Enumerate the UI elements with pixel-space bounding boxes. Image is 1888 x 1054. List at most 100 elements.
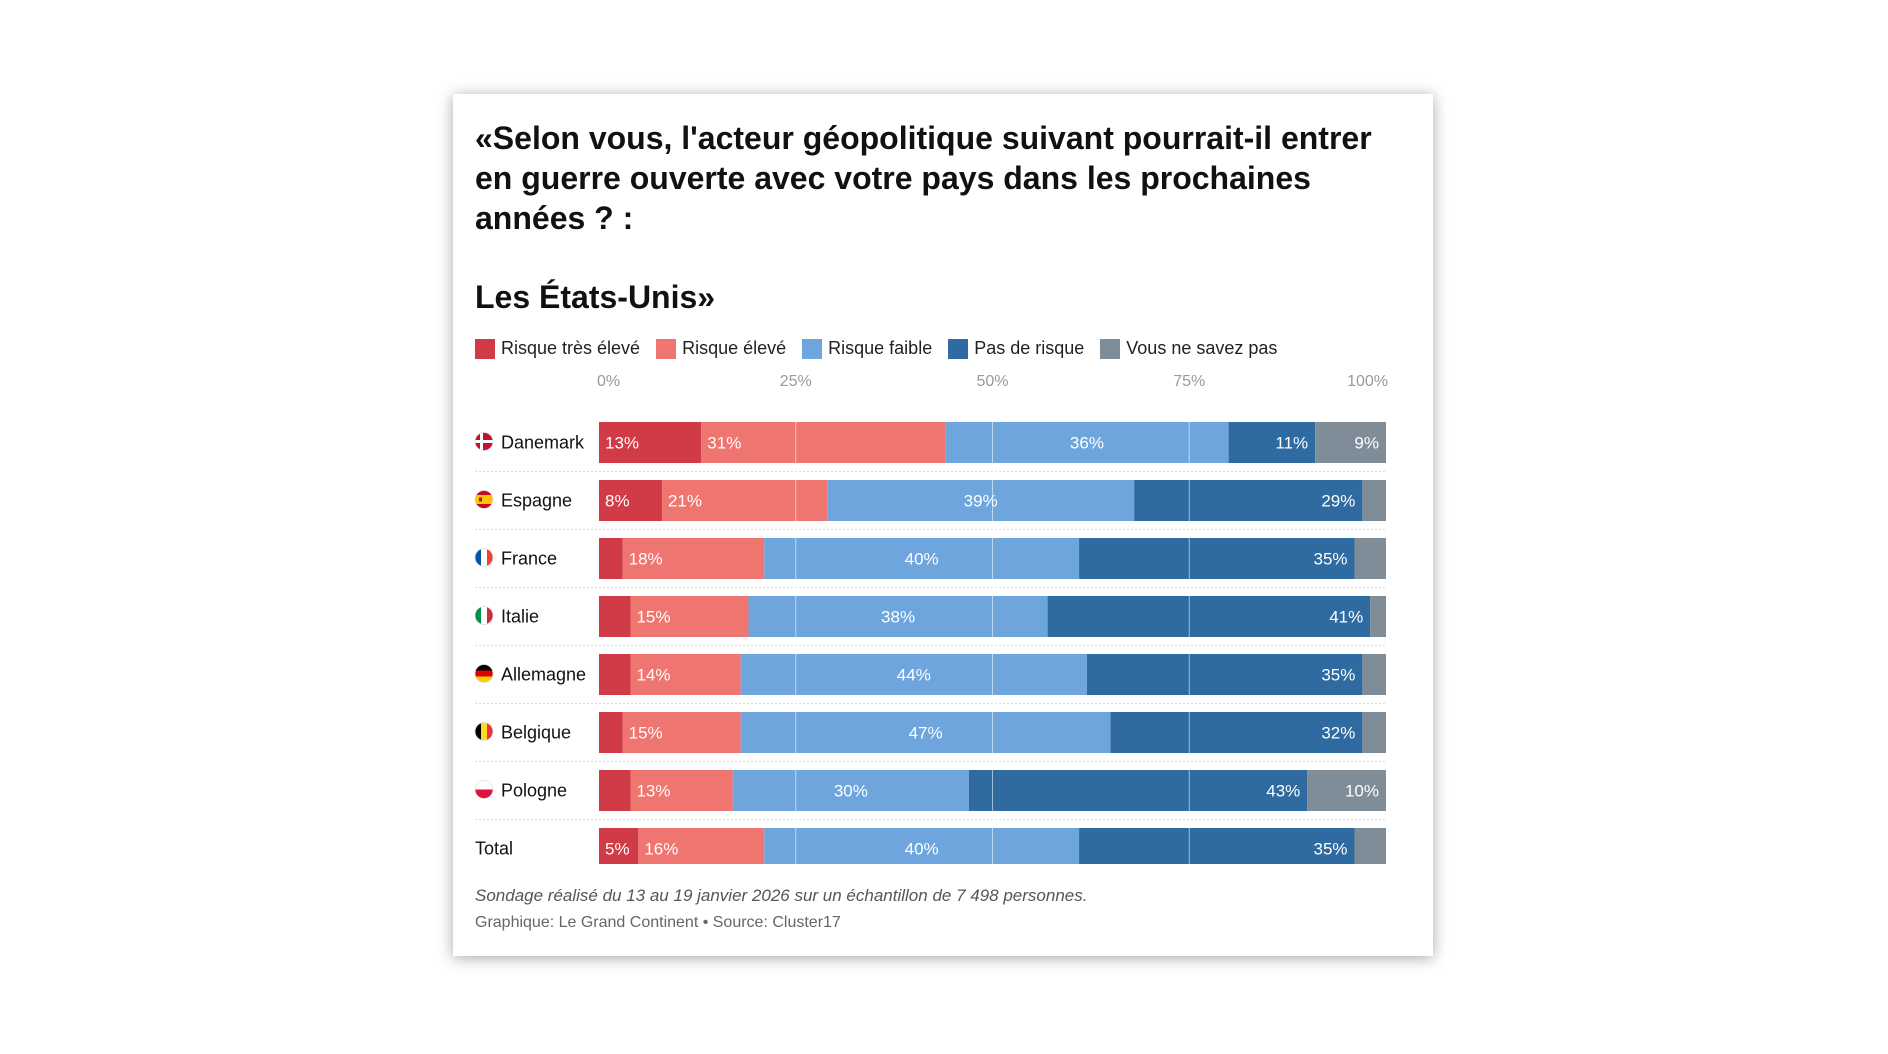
chart-subtitle: Les États-Unis» [475, 279, 716, 315]
bar-segment [630, 654, 741, 695]
bar-segment [599, 770, 631, 811]
bar-segment [1362, 654, 1386, 695]
data-label: 18% [629, 550, 663, 569]
fr-flag-icon [475, 548, 493, 567]
it-flag-icon [475, 606, 493, 625]
legend-label: Vous ne savez pas [1126, 338, 1278, 358]
bar-segment [599, 654, 631, 695]
legend-label: Pas de risque [974, 338, 1085, 358]
es-flag-icon [475, 490, 493, 509]
bar-segment [599, 596, 631, 637]
bar-segment [661, 480, 828, 521]
bar-segment [599, 422, 702, 463]
bar-segment [827, 480, 1135, 521]
data-label: 9% [1354, 434, 1379, 453]
legend-swatch [802, 338, 823, 359]
category-label: Espagne [501, 491, 572, 511]
data-label: 15% [636, 608, 670, 627]
data-label: 36% [1070, 434, 1104, 453]
bar-segment [599, 538, 623, 579]
bar-segment [1315, 422, 1386, 463]
bar-row: Italie 15% 38% 41% [474, 596, 1386, 646]
be-flag-icon [475, 722, 493, 741]
data-label: 35% [1313, 550, 1347, 569]
pl-flag-icon [475, 780, 493, 799]
survey-note: Sondage réalisé du 13 au 19 janvier 2026… [475, 886, 1088, 905]
bar-segment [1362, 480, 1386, 521]
category-label: Italie [501, 607, 539, 627]
bar-segment [1079, 538, 1355, 579]
bar-segment [638, 828, 765, 864]
data-label: 30% [834, 782, 868, 801]
bar-segment [1086, 654, 1363, 695]
data-label: 40% [905, 840, 939, 859]
bar-segment [1047, 596, 1371, 637]
data-label: 16% [644, 840, 678, 859]
dk-flag-icon [475, 432, 493, 451]
bar-segment [764, 828, 1080, 864]
data-label: 13% [636, 782, 670, 801]
bar-segment [622, 712, 741, 753]
legend-swatch [656, 338, 677, 359]
stacked-bar-chart: 0% 25% 50% 75% 100% Danemark 13% 31% 36% 11% 9% Esp… [474, 373, 1388, 864]
legend-item: Vous ne savez pas [1100, 338, 1277, 359]
bar-segment [599, 480, 662, 521]
bar-segment [1354, 538, 1386, 579]
legend-item: Risque faible [802, 338, 932, 359]
bar-segment [968, 770, 1308, 811]
bar-segment [630, 596, 749, 637]
bar-segment [740, 712, 1111, 753]
legend-item: Risque très élevé [475, 338, 640, 359]
category-label: Pologne [501, 781, 567, 801]
data-label: 10% [1345, 782, 1379, 801]
bar-segment [599, 828, 639, 864]
x-tick-label: 50% [976, 373, 1008, 390]
bar-segment [630, 770, 733, 811]
bar-segment [599, 712, 623, 753]
legend-label: Risque faible [828, 338, 933, 358]
data-label: 32% [1321, 724, 1355, 743]
bar-segment [622, 538, 765, 579]
category-label: France [501, 549, 557, 569]
bar-row: Belgique 15% 47% 32% [474, 712, 1386, 762]
bar-row: Danemark 13% 31% 36% 11% 9% [474, 422, 1386, 472]
data-label: 41% [1329, 608, 1363, 627]
x-tick-label: 100% [1347, 373, 1388, 390]
bar-row: Pologne 13% 30% 43% 10% [474, 770, 1386, 820]
legend-item: Risque élevé [656, 338, 786, 359]
bar-segment [740, 654, 1087, 695]
data-label: 35% [1321, 666, 1355, 685]
bar-segment [1079, 828, 1355, 864]
data-label: 39% [964, 492, 998, 511]
bar-segment [701, 422, 946, 463]
legend-item: Pas de risque [948, 338, 1084, 359]
data-label: 21% [668, 492, 702, 511]
bar-segment [732, 770, 969, 811]
bar-segment [748, 596, 1048, 637]
data-label: 43% [1266, 782, 1300, 801]
chart-title: «Selon vous, l'acteur géopolitique suiva… [475, 120, 1372, 236]
data-label: 14% [636, 666, 670, 685]
bar-segment [1354, 828, 1386, 864]
data-label: 40% [905, 550, 939, 569]
data-label: 13% [605, 434, 639, 453]
data-label: 15% [629, 724, 663, 743]
chart-card: «Selon vous, l'acteur géopolitique suiva… [453, 94, 1433, 956]
bar-segment [1228, 422, 1316, 463]
bar-segment [1362, 712, 1386, 753]
de-flag-icon [475, 664, 493, 683]
x-tick-label: 75% [1173, 373, 1205, 390]
bar-segment [1134, 480, 1363, 521]
legend-swatch [1100, 338, 1121, 359]
category-label: Belgique [501, 723, 571, 743]
source-credit: Graphique: Le Grand Continent • Source: … [475, 914, 841, 931]
x-tick-label: 0% [597, 373, 620, 390]
data-label: 35% [1313, 840, 1347, 859]
x-tick-label: 25% [780, 373, 812, 390]
bar-segment [1110, 712, 1363, 753]
bar-row: Espagne 8% 21% 39% 29% [474, 480, 1386, 530]
legend-swatch [948, 338, 969, 359]
data-label: 8% [605, 492, 630, 511]
data-label: 11% [1275, 434, 1308, 453]
data-label: 29% [1321, 492, 1355, 511]
